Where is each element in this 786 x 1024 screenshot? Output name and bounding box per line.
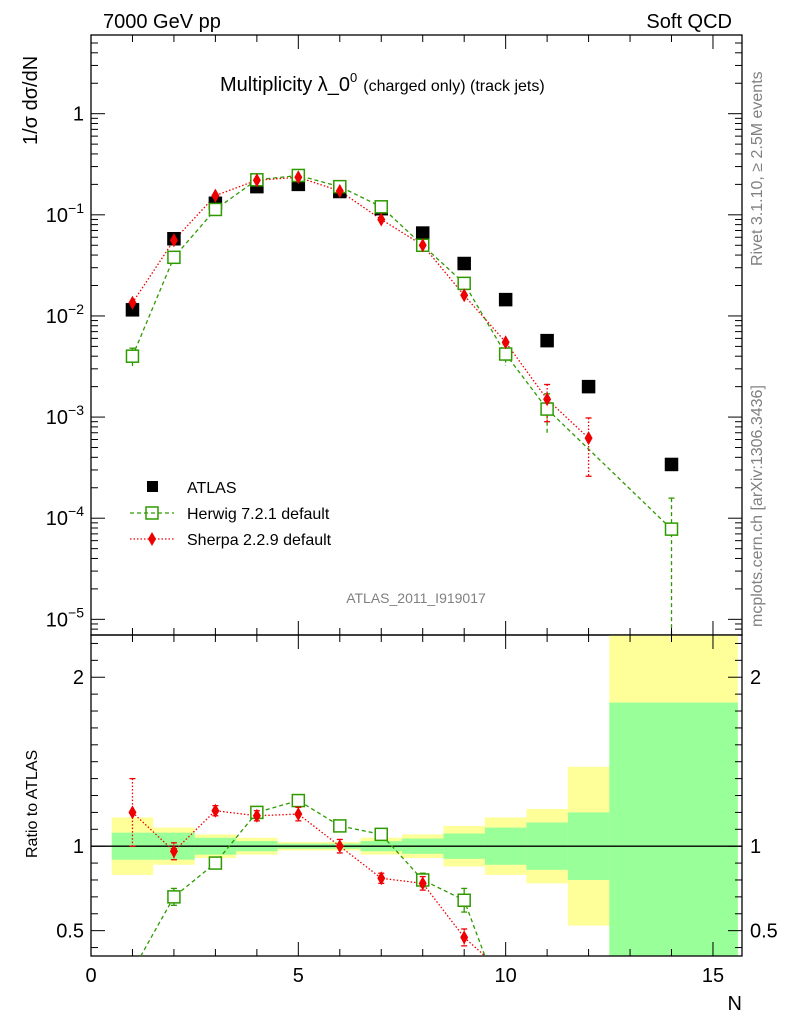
- x-tick-label: 5: [293, 965, 304, 987]
- ratio-y-axis-label: Ratio to ATLAS: [24, 750, 41, 858]
- herwig-point: [664, 522, 679, 536]
- y-tick-label: 1: [73, 104, 84, 126]
- ratio-panel: 0 5 10 150.5 0.51 12 2: [56, 35, 778, 987]
- x-axis-label: N: [728, 993, 742, 1015]
- sherpa-ratio-point: [211, 803, 220, 818]
- x-tick-label: 15: [702, 965, 724, 987]
- sherpa-point: [169, 233, 178, 248]
- sherpa-point: [211, 188, 220, 203]
- main-y-axis-label: 1/σ dσ/dN: [20, 56, 42, 145]
- header-right: Soft QCD: [646, 11, 732, 33]
- herwig-line: [131, 174, 672, 530]
- y-tick-label: 10−4: [46, 503, 84, 530]
- y-tick-label: 10−3: [46, 402, 84, 429]
- ratio-y-tick-label-right: 0.5: [750, 921, 778, 943]
- herwig-ratio-point: [167, 890, 181, 904]
- legend-atlas-label: ATLAS: [187, 480, 237, 497]
- sherpa-ratio-point: [169, 844, 178, 859]
- y-tick-label: 10−5: [46, 604, 84, 631]
- y-tick-label: 10−1: [46, 200, 84, 227]
- ratio-y-tick-label-right: 2: [750, 667, 761, 689]
- analysis-watermark: ATLAS_2011_I919017: [346, 590, 486, 606]
- sherpa-point: [252, 173, 261, 188]
- x-tick-label: 0: [85, 965, 96, 987]
- herwig-ratio-point: [208, 856, 223, 870]
- sherpa-ratio-point: [128, 805, 137, 820]
- legend-herwig-label: Herwig 7.2.1 default: [187, 506, 330, 523]
- sherpa-point: [460, 288, 469, 303]
- atlas-data-point: [457, 256, 471, 271]
- herwig-point: [374, 200, 389, 214]
- herwig-point: [125, 349, 140, 363]
- legend-sherpa-label: Sherpa 2.2.9 default: [187, 532, 332, 549]
- plot-title-superscript: 0: [350, 70, 357, 85]
- ratio-y-tick-label-right: 1: [750, 836, 761, 858]
- atlas-data-point: [581, 379, 596, 394]
- ratio-y-tick-label: 1: [73, 836, 84, 858]
- sherpa-point: [335, 184, 344, 199]
- sherpa-line: [131, 176, 590, 439]
- atlas-data-point: [415, 226, 430, 240]
- ratio-y-tick-label: 2: [73, 667, 84, 689]
- sherpa-ratio-line: [132, 810, 486, 957]
- legend: ATLAS Herwig 7.2.1 default Sherpa 2.2.9 …: [130, 480, 332, 549]
- herwig-point: [498, 347, 513, 361]
- sherpa-ratio-point: [418, 876, 427, 891]
- sherpa-point: [418, 238, 427, 253]
- herwig-ratio-point: [333, 819, 347, 833]
- sherpa-ratio-point: [335, 839, 344, 854]
- sherpa-point: [501, 335, 510, 350]
- atlas-data-point: [540, 333, 554, 348]
- sherpa-point: [377, 212, 386, 227]
- legend-atlas-marker: [147, 481, 158, 492]
- herwig-point: [167, 250, 181, 265]
- sherpa-ratio-point: [377, 871, 386, 886]
- sherpa-point: [128, 295, 137, 310]
- herwig-ratio-point: [457, 893, 471, 907]
- y-tick-label: 10−2: [46, 301, 84, 328]
- herwig-ratio-line: [140, 799, 486, 957]
- herwig-point: [457, 276, 471, 291]
- mcplots-label: mcplots.cern.ch [arXiv:1306.3436]: [749, 385, 766, 627]
- header-left: 7000 GeV pp: [103, 11, 221, 33]
- sherpa-ratio-point: [460, 930, 469, 945]
- sherpa-point: [543, 392, 552, 407]
- sherpa-ratio-point: [294, 807, 303, 822]
- ratio-y-tick-label: 0.5: [56, 921, 84, 943]
- legend-herwig-marker: [145, 506, 159, 520]
- plot-title: Multiplicity λ_00 (charged only) (track j…: [220, 70, 545, 96]
- herwig-ratio-point: [374, 827, 389, 842]
- sherpa-ratio-point: [252, 808, 261, 823]
- uncertainty-band-inner: [609, 702, 738, 956]
- atlas-data-point: [664, 457, 679, 472]
- rivet-version-label: Rivet 3.1.10, ≥ 2.5M events: [749, 71, 766, 266]
- x-tick-label: 10: [495, 965, 517, 987]
- herwig-ratio-point: [291, 793, 306, 808]
- sherpa-point: [294, 170, 303, 185]
- main-panel: 10−5 10−4 10−3 10−2 10−1 1: [46, 34, 743, 636]
- atlas-data-point: [498, 292, 513, 307]
- plot-title-suffix: (charged only) (track jets): [363, 78, 544, 95]
- sherpa-point: [584, 431, 593, 446]
- plot-title-main: Multiplicity λ_0: [220, 74, 350, 96]
- legend-sherpa-marker: [148, 532, 156, 546]
- herwig-point: [208, 202, 223, 217]
